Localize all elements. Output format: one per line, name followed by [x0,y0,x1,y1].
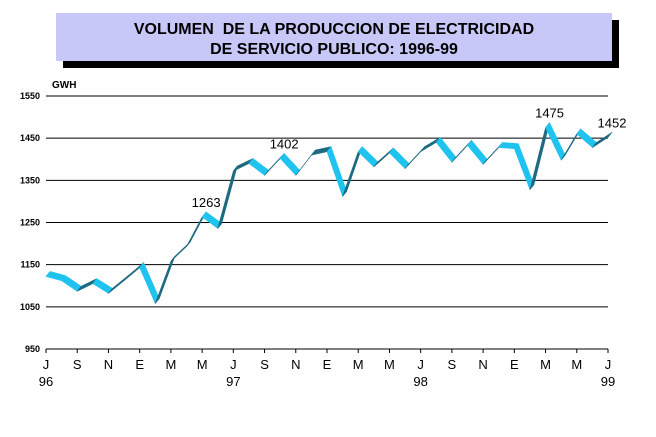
chart-title-line2: DE SERVICIO PUBLICO: 1996-99 [210,41,458,58]
data-label: 1263 [192,195,221,210]
x-year-label: 98 [413,374,427,389]
series-segment [233,158,254,172]
x-tick-label: N [291,357,300,372]
y-tick-label: 1150 [20,260,40,270]
series-segment [357,146,379,168]
x-tick-label: S [448,357,457,372]
y-tick-label: 1550 [20,91,40,101]
x-tick-label: N [478,357,487,372]
series-segment [279,153,301,176]
x-tick-label: M [165,357,176,372]
data-labels: 1263 1402 1475 1452 [192,106,627,210]
series-segment [342,146,363,197]
x-tick-label: E [135,357,144,372]
x-year-label: 96 [39,374,53,389]
data-label: 1452 [598,115,627,130]
y-axis-unit-label: GWH [52,80,76,91]
data-label: 1402 [270,136,299,151]
x-year-label: 97 [226,374,240,389]
production-series [45,122,613,304]
series-segment [123,262,144,281]
x-tick-label: J [230,357,237,372]
series-segment [108,275,129,294]
x-year-label: 99 [601,374,615,389]
x-tick-label: N [104,357,113,372]
y-tick-labels: 950 1050 1150 1250 1350 1450 1550 [20,91,40,354]
x-tick-label: M [353,357,364,372]
series-segment [61,275,82,292]
series-segment [592,132,613,148]
series-segment [154,255,176,304]
series-segment [139,262,160,304]
x-tick-label: S [73,357,82,372]
x-tick-label: S [260,357,269,372]
chart-title-line1: VOLUMEN DE LA PRODUCCION DE ELECTRICIDAD [134,21,534,38]
title-box-panel [56,13,612,61]
title-box: VOLUMEN DE LA PRODUCCION DE ELECTRICIDAD… [56,13,619,68]
series-segment [326,146,347,197]
data-label: 1475 [535,106,564,121]
y-tick-label: 1250 [20,218,40,228]
y-tick-label: 950 [25,344,40,354]
x-tick-label: J [417,357,424,372]
x-tick-label: M [197,357,208,372]
x-tick-labels: J S N E M M J S N E M M J S N E M M J 96 97 98 99 [39,349,615,389]
series-segment [76,278,98,292]
y-tick-label: 1350 [20,175,40,185]
series-segment [435,137,457,163]
y-tick-label: 1050 [20,302,40,312]
series-segment [389,147,410,169]
x-tick-label: E [323,357,332,372]
series-segment [92,278,113,294]
y-tick-label: 1450 [20,133,40,143]
x-tick-label: J [605,357,612,372]
series-segment [529,122,550,190]
series-segment [217,165,238,229]
series-segment [545,122,566,161]
series-segment [373,147,394,168]
x-tick-label: E [510,357,519,372]
series-segment [514,143,535,190]
x-tick-label: M [571,357,582,372]
series-segment [467,140,488,165]
x-tick-label: M [384,357,395,372]
x-tick-label: M [540,357,551,372]
series-segment [420,137,441,152]
grid-lines [46,95,608,350]
x-tick-label: J [43,357,50,372]
series-segment [248,158,269,176]
